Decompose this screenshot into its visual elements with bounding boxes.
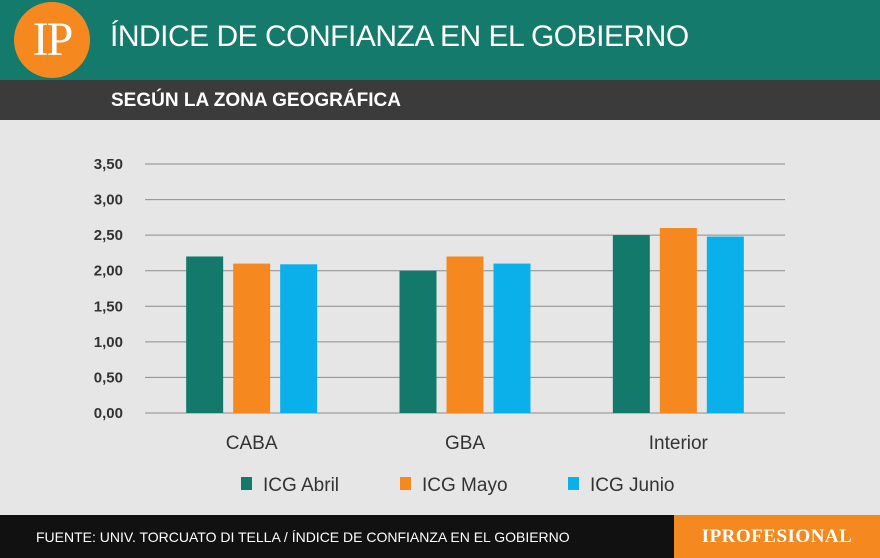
y-tick-label: 0,00 [94, 405, 123, 422]
bars [186, 228, 744, 413]
y-tick-label: 3,00 [94, 192, 123, 209]
header-bar: IP ÍNDICE DE CONFIANZA EN EL GOBIERNO [0, 0, 880, 80]
x-category-label: Interior [649, 433, 709, 454]
ip-logo: IP [14, 2, 90, 78]
y-tick-label: 2,00 [94, 263, 123, 280]
y-tick-label: 1,00 [94, 334, 123, 351]
y-axis-ticks: 3,50 3,00 2,50 2,00 1,50 1,00 0,50 0,00 [94, 156, 123, 422]
brand-box: IPROFESIONAL [674, 515, 880, 558]
source-note: FUENTE: UNIV. TORCUATO DI TELLA / ÍNDICE… [36, 529, 570, 545]
y-tick-label: 1,50 [94, 298, 123, 315]
bar [706, 236, 744, 413]
chart-subtitle: SEGÚN LA ZONA GEOGRÁFICA [111, 90, 401, 111]
bar [280, 264, 318, 413]
y-tick-label: 0,50 [94, 369, 123, 386]
bar [186, 256, 224, 413]
bar [612, 235, 650, 413]
legend-swatch [241, 477, 252, 490]
legend-swatch [400, 477, 411, 490]
y-tick-label: 3,50 [94, 156, 123, 173]
legend-swatch [568, 477, 579, 490]
subheader-bar: SEGÚN LA ZONA GEOGRÁFICA [0, 80, 880, 120]
x-category-label: GBA [445, 433, 485, 454]
chart-area: 3,50 3,00 2,50 2,00 1,50 1,00 0,50 0,00 CABA GBA… [0, 120, 880, 515]
y-tick-label: 2,50 [94, 227, 123, 244]
legend: ICG Abril ICG Mayo ICG Junio [241, 475, 674, 496]
page-title: ÍNDICE DE CONFIANZA EN EL GOBIERNO [110, 20, 689, 53]
bar-chart: 3,50 3,00 2,50 2,00 1,50 1,00 0,50 0,00 CABA GBA… [94, 156, 785, 496]
bar [446, 256, 484, 413]
legend-label: ICG Abril [263, 475, 339, 496]
bar [233, 263, 271, 413]
brand-name: IPROFESIONAL [701, 525, 853, 547]
x-axis-categories: CABA GBA Interior [226, 433, 709, 454]
bar [659, 228, 697, 413]
logo-text: IP [32, 13, 74, 66]
bar [399, 270, 437, 413]
bar [493, 263, 531, 413]
footer-bar: FUENTE: UNIV. TORCUATO DI TELLA / ÍNDICE… [0, 515, 880, 558]
x-category-label: CABA [226, 433, 278, 454]
legend-label: ICG Junio [590, 475, 674, 496]
legend-label: ICG Mayo [422, 475, 508, 496]
